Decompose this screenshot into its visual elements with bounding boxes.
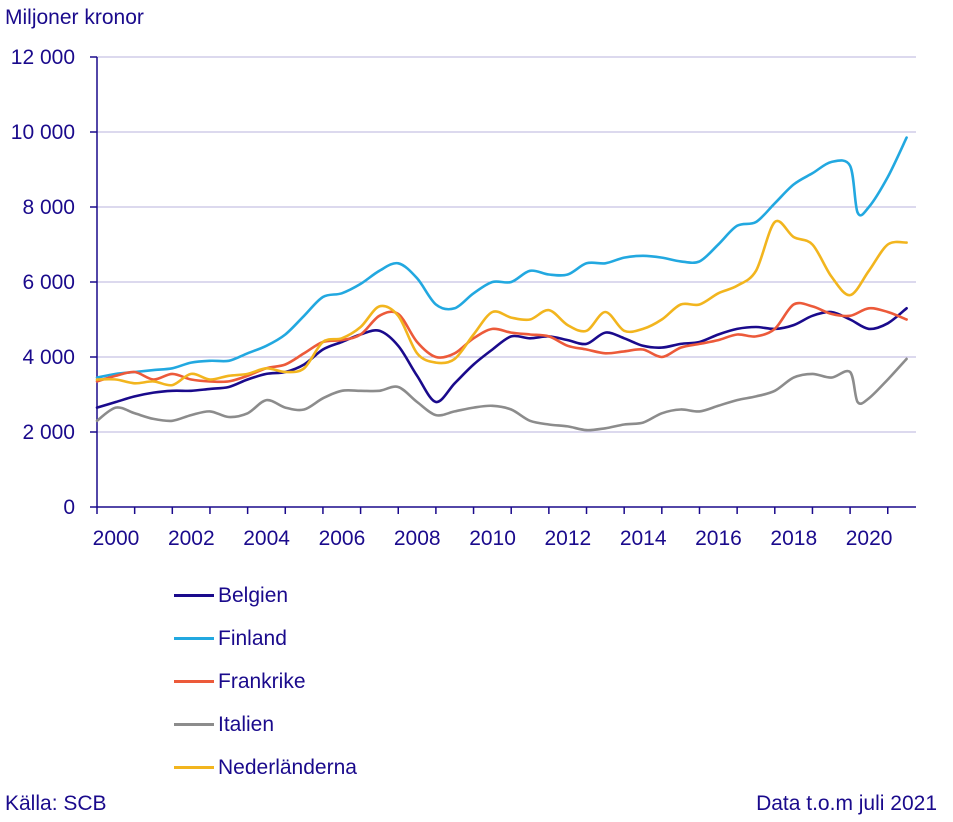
series-line-finland: [95, 136, 908, 379]
legend-item: Belgien: [174, 574, 357, 617]
x-tick-label: 2008: [394, 527, 441, 550]
legend-item: Nederländerna: [174, 746, 357, 789]
x-tick-label: 2002: [168, 527, 215, 550]
legend-label: Italien: [218, 712, 275, 736]
x-tick-label: 2014: [620, 527, 667, 550]
legend-swatch: [174, 766, 214, 769]
x-tick-label: 2018: [770, 527, 817, 550]
y-tick-label: 4 000: [22, 346, 75, 369]
legend-swatch: [174, 594, 214, 597]
legend: Belgien Finland Frankrike Italien Nederlände…: [174, 574, 357, 789]
legend-label: Finland: [218, 626, 287, 650]
series-line-belgien: [95, 307, 908, 409]
legend-item: Italien: [174, 703, 357, 746]
legend-swatch: [174, 637, 214, 640]
axes: [90, 56, 916, 514]
y-tick-label: 2 000: [22, 421, 75, 444]
series-line-italien: [95, 357, 908, 432]
x-tick-label: 2000: [93, 527, 140, 550]
gridlines: [97, 56, 916, 433]
y-tick-label: 8 000: [22, 196, 75, 219]
series-lines: [95, 136, 908, 432]
y-tick-label: 12 000: [11, 46, 75, 69]
legend-item: Frankrike: [174, 660, 357, 703]
series-line-frankrike: [95, 301, 908, 384]
data-note: Data t.o.m juli 2021: [756, 792, 937, 815]
x-tick-label: 2004: [243, 527, 290, 550]
legend-swatch: [174, 723, 214, 726]
legend-label: Belgien: [218, 583, 289, 607]
series-line-nederl-nderna: [95, 219, 908, 387]
x-tick-label: 2010: [469, 527, 516, 550]
x-tick-labels: 2000 2002 2004 2006 2008 2010 2012 2014 2016 2018…: [93, 527, 893, 550]
y-tick-label: 10 000: [11, 121, 75, 144]
legend-label: Nederländerna: [218, 755, 357, 779]
legend-swatch: [174, 680, 214, 683]
legend-label: Frankrike: [218, 669, 306, 693]
y-axis-label: Miljoner kronor: [5, 6, 144, 29]
legend-item: Finland: [174, 617, 357, 660]
x-tick-label: 2006: [319, 527, 366, 550]
y-tick-label: 0: [63, 496, 75, 519]
y-tick-label: 6 000: [22, 271, 75, 294]
x-tick-label: 2020: [846, 527, 893, 550]
x-tick-label: 2016: [695, 527, 742, 550]
source-text: Källa: SCB: [5, 792, 107, 815]
x-tick-label: 2012: [545, 527, 592, 550]
y-tick-labels: 0 2 000 4 000 6 000 8 000 10 000 12 000: [11, 46, 75, 519]
